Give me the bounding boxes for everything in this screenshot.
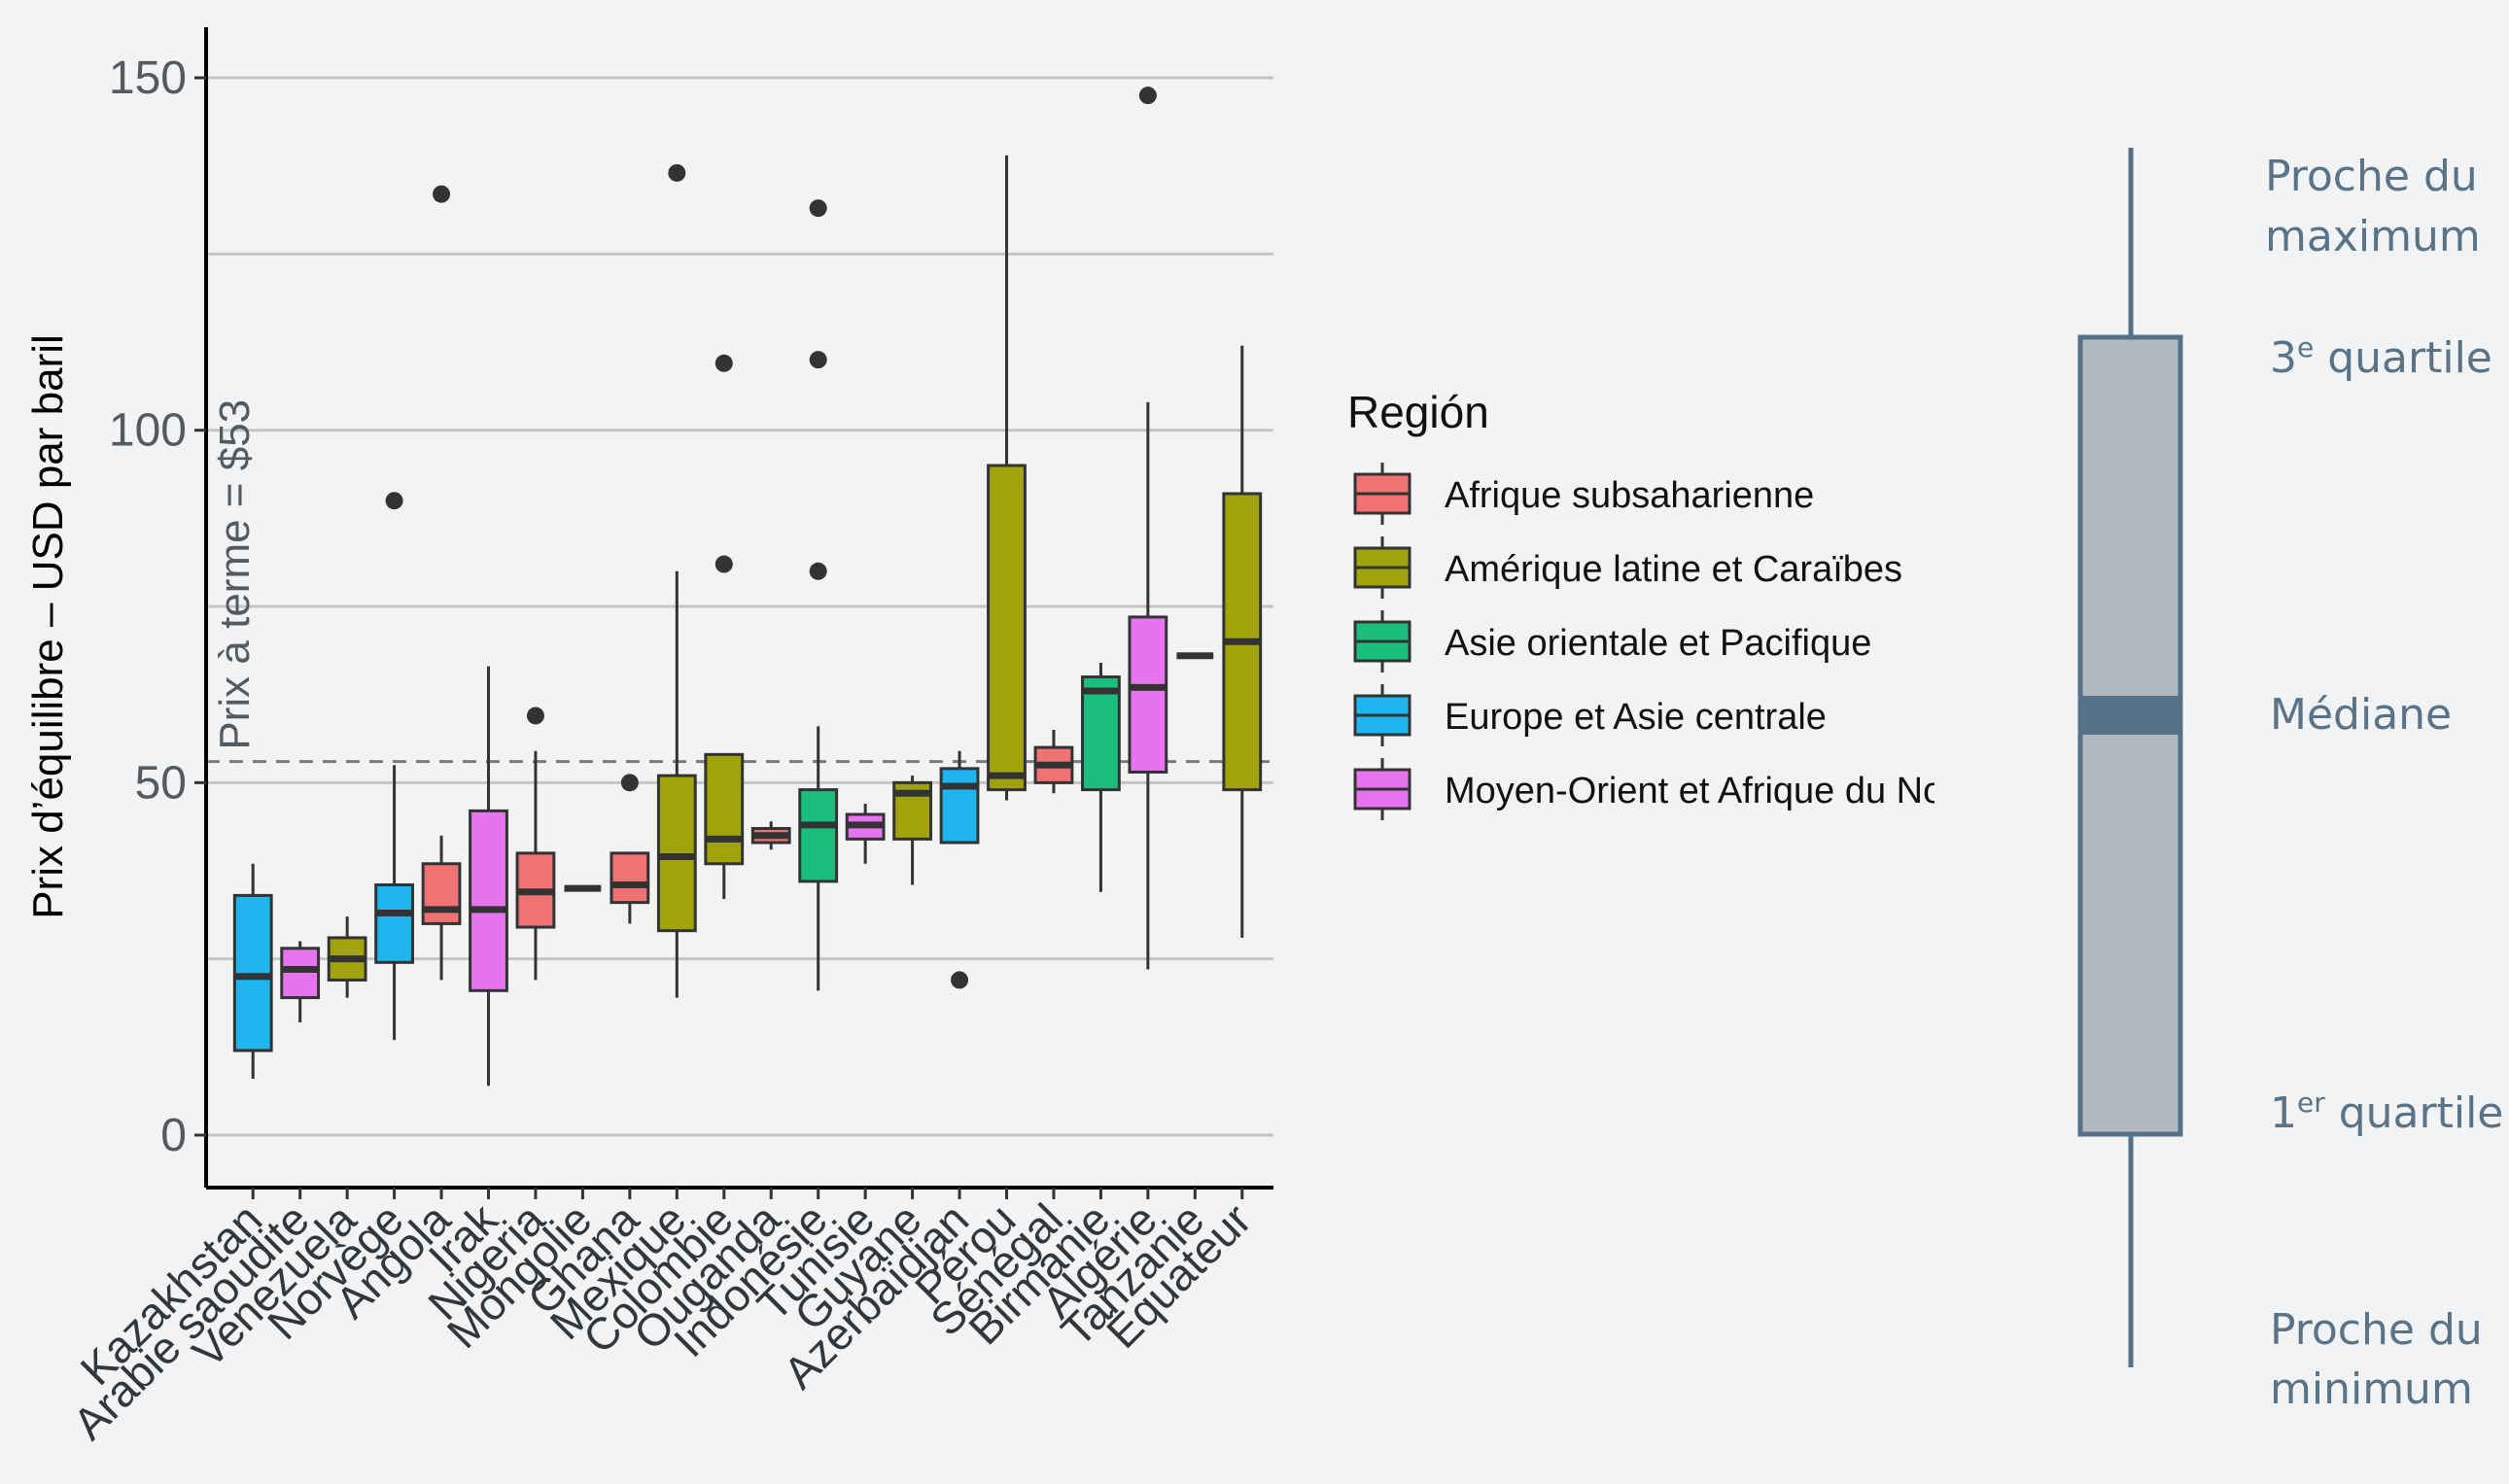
outlier-point [714,354,733,372]
box-13 [845,804,886,864]
box-2 [327,916,367,998]
box-body [421,862,462,925]
box-body [656,774,697,933]
outlier-point [433,185,451,203]
outlier-point [951,971,969,989]
legend-item: Afrique subsaharienne [1353,463,1814,525]
box-6 [515,707,556,981]
outlier-point [809,199,827,218]
outlier-point [526,707,544,725]
box-body [1081,675,1121,792]
box-body [798,788,839,883]
guide-label-q1: 1er quartile [2270,1087,2503,1138]
guide-label-median: Médiane [2270,690,2452,740]
box-14 [892,776,932,885]
legend-item: Europe et Asie centrale [1353,684,1827,746]
box-11 [750,821,791,850]
box-19 [1128,86,1168,970]
box-12 [798,199,839,991]
y-tick-label: 0 [160,1110,187,1161]
outlier-point [668,163,686,182]
legend-label: Afrique subsaharienne [1445,475,1814,516]
box-body [232,893,273,1053]
box-3 [374,492,414,1041]
box-10 [704,354,745,900]
box-body [1128,615,1168,774]
guide-label-min: Proche du minimum [2270,1305,2496,1414]
outlier-point [620,774,639,792]
box-15 [939,750,980,989]
guide-median-bar [2080,696,2180,735]
box-1 [280,941,321,1022]
box-body [610,851,650,905]
box-body [704,752,745,866]
legend-label: Asie orientale et Pacifique [1445,623,1871,664]
boxes [232,86,1263,1087]
box-body [469,809,508,992]
box-21 [1222,345,1263,938]
reference-line-label: Prix à terme = $53 [211,399,259,750]
legend-item: Amérique latine et Caraïbes [1353,536,1902,599]
guide-box [2077,334,2183,1137]
box-body [939,767,980,845]
box-body [987,464,1027,792]
legend-item: Moyen-Orient et Afrique du Nord [1353,758,1934,820]
legend-label: Amérique latine et Caraïbes [1445,549,1902,590]
box-5 [469,666,508,1087]
legend-label: Europe et Asie centrale [1445,697,1827,738]
outlier-point [809,562,827,580]
legend-title: Región [1347,387,1489,437]
box-9 [656,163,697,998]
y-tick-label: 100 [109,405,187,457]
axes: 0 50 100 150 Prix d’équilibre – USD par bari… [24,27,1273,1449]
guide-label-max: Proche du maximum [2265,152,2492,261]
legend-item: Asie orientale et Pacifique [1353,610,1871,673]
box-body [374,883,414,964]
legend-label: Moyen-Orient et Afrique du Nord [1445,771,1934,811]
box-0 [232,863,273,1079]
box-18 [1081,663,1121,892]
box-16 [987,155,1027,801]
box-8 [610,774,650,924]
y-tick-label: 50 [135,757,187,809]
y-tick-label: 150 [109,52,187,104]
outlier-point [1138,86,1157,105]
outlier-point [714,555,733,573]
box-17 [1033,729,1074,794]
outlier-point [809,351,827,369]
boxplot-chart: Prix à terme = $53 0 50 100 150 Prix d’équil… [24,27,1934,1449]
y-axis-title: Prix d’équilibre – USD par baril [24,334,72,919]
box-4 [421,185,462,981]
outlier-point [385,492,403,510]
guide-label-q3: 3e quartile [2270,331,2492,383]
box-body [280,947,321,1000]
legend: Región Afrique subsaharienne Amérique lati… [1347,387,1934,820]
